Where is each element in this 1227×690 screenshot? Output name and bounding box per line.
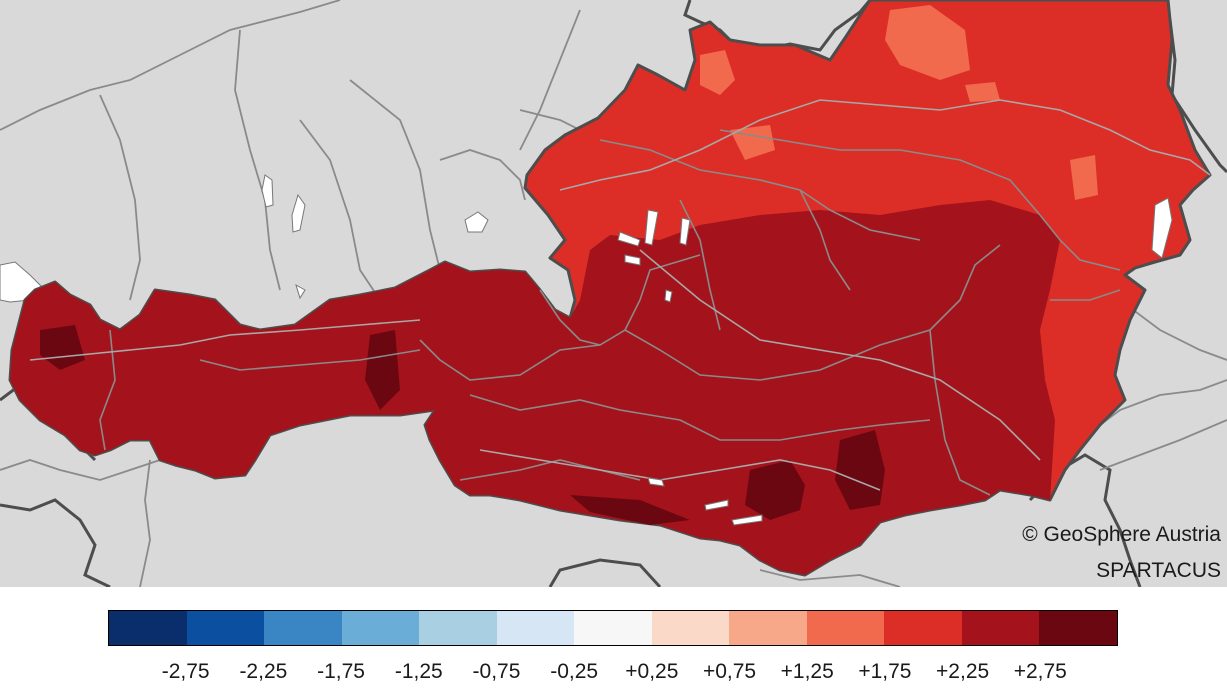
legend-tick-label: -1,75 — [317, 660, 365, 683]
legend-tick-labels: -2,75 -2,25 -1,75 -1,25 -0,75 -0,25 +0,25 +0,75… — [108, 660, 1118, 688]
lighter-anomaly-patches — [700, 5, 1098, 200]
legend-tick-label: -0,25 — [550, 660, 599, 683]
legend-swatch — [341, 611, 420, 645]
legend-tick-label: -2,75 — [161, 660, 210, 683]
legend-swatch — [264, 611, 342, 645]
temperature-anomaly-map — [0, 0, 1227, 587]
dataset-credit: SPARTACUS — [1096, 559, 1221, 582]
darkest-anomaly-patches — [40, 325, 885, 525]
austria-rivers — [29, 99, 1211, 491]
legend-tick-label: -2,25 — [239, 660, 288, 683]
legend-swatch — [729, 611, 807, 645]
legend-swatch — [884, 611, 962, 645]
legend-swatch — [961, 611, 1040, 645]
legend-tick-label: +1,75 — [858, 660, 912, 683]
legend-swatch — [1039, 611, 1117, 645]
legend-swatch — [419, 611, 497, 645]
legend-tick-label: +1,25 — [780, 660, 834, 683]
legend-tick-label: +2,25 — [936, 660, 990, 683]
legend-swatch — [109, 611, 187, 645]
legend-tick-label: +2,75 — [1013, 660, 1067, 683]
austria — [8, 0, 1212, 577]
legend-swatch — [651, 611, 730, 645]
legend-tick-label: +0,75 — [702, 660, 757, 683]
dark-anomaly-zone — [10, 200, 1060, 575]
legend-swatch — [806, 611, 885, 645]
austria-lakes — [617, 197, 1173, 526]
legend-tick-label: +0,25 — [625, 660, 679, 683]
state-borders — [99, 129, 1121, 496]
copyright-credit: © GeoSphere Austria — [1022, 523, 1221, 546]
legend-tick-label: -1,25 — [394, 660, 443, 683]
legend-tick-label: -0,75 — [472, 660, 521, 683]
color-legend — [108, 610, 1118, 646]
map-area: © GeoSphere Austria SPARTACUS — [0, 0, 1227, 587]
legend-swatch — [186, 611, 265, 645]
legend-swatch — [574, 611, 652, 645]
legend-swatch — [496, 611, 575, 645]
